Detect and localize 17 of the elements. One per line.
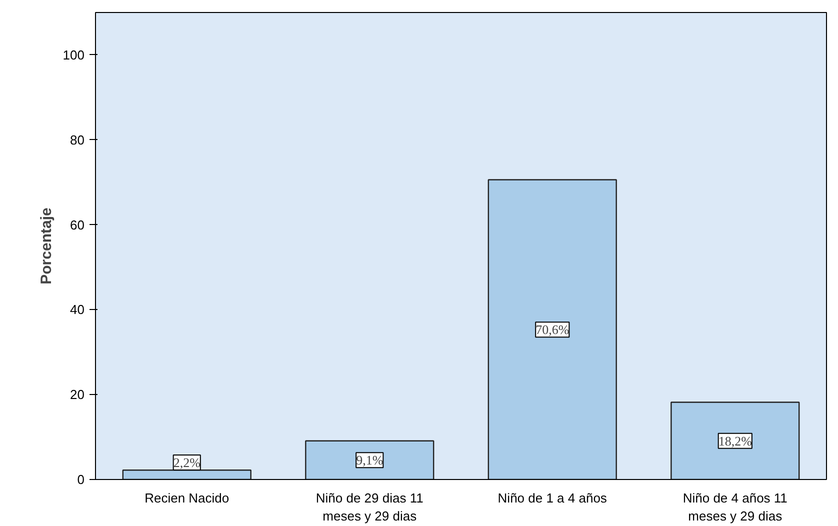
y-tick-label: 20 xyxy=(70,387,85,402)
y-tick-label: 0 xyxy=(77,472,85,487)
bar xyxy=(488,179,617,480)
data-label: 18,2% xyxy=(718,433,752,448)
y-tick-label: 60 xyxy=(70,217,85,232)
x-tick-label: Niño de 29 dias 11 meses y 29 dias xyxy=(316,490,424,524)
y-tick-label: 100 xyxy=(62,47,85,62)
y-tick-label: 80 xyxy=(70,132,85,148)
x-tick-label: Niño de 4 años 11 meses y 29 dias xyxy=(682,490,788,524)
y-tick-label: 40 xyxy=(70,302,85,318)
bar xyxy=(122,470,252,480)
x-tick-label: Niño de 1 a 4 años xyxy=(498,490,608,506)
bar xyxy=(305,440,434,480)
x-tick-label: Recien Nacido xyxy=(144,490,230,506)
bar xyxy=(670,402,800,480)
data-label: 2,2% xyxy=(173,455,201,470)
y-axis-title: Porcentaje xyxy=(38,208,55,284)
